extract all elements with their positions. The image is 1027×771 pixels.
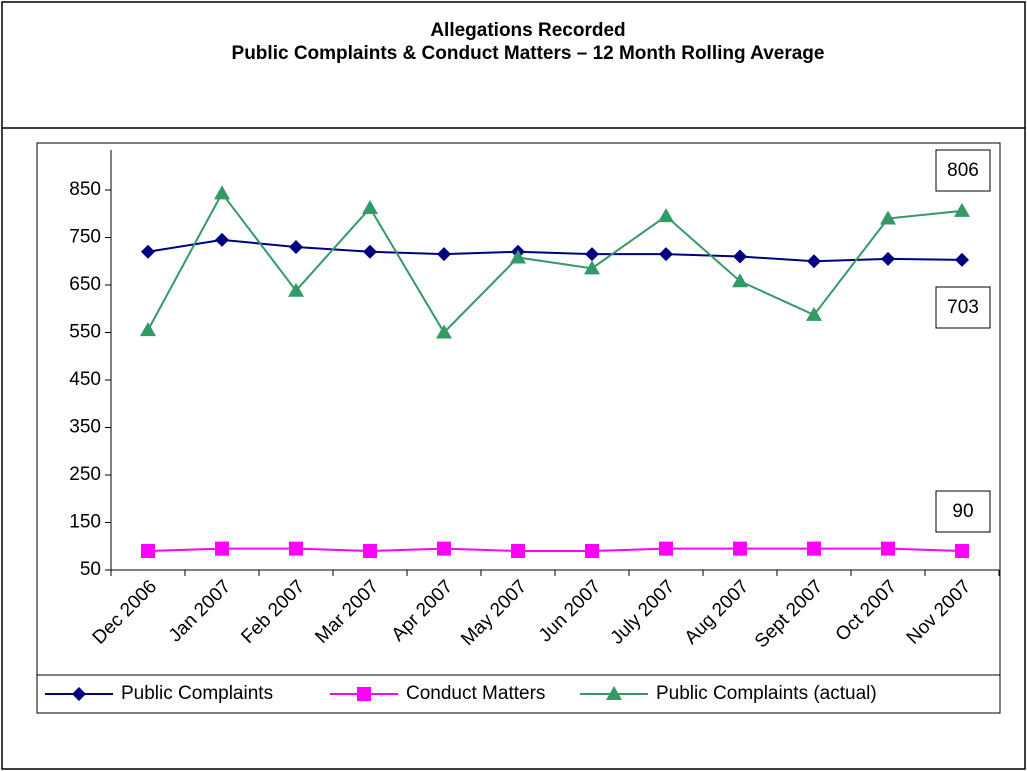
marker-diamond	[585, 247, 599, 262]
marker-square	[141, 544, 155, 558]
marker-diamond	[363, 244, 377, 259]
marker-triangle	[606, 686, 622, 700]
marker-diamond	[289, 240, 303, 254]
marker-diamond	[955, 252, 969, 267]
annotation-box	[935, 490, 991, 533]
chart-title: Allegations Recorded	[430, 20, 625, 41]
legend-box	[36, 674, 1001, 714]
marker-square	[511, 544, 525, 558]
marker-triangle	[806, 306, 822, 321]
marker-square	[807, 541, 821, 556]
marker-diamond	[141, 244, 155, 259]
marker-triangle	[880, 210, 896, 225]
annotation: 703	[947, 297, 979, 318]
marker-triangle	[732, 273, 748, 288]
y-tick-label: 50	[80, 559, 101, 580]
chart-subtitle: Public Complaints & Conduct Matters – 12…	[232, 43, 825, 64]
y-tick-label: 550	[69, 322, 101, 343]
y-tick-label: 350	[69, 417, 101, 438]
y-tick-label: 750	[69, 227, 101, 248]
marker-diamond	[659, 247, 673, 262]
annotation: 806	[947, 160, 979, 181]
marker-diamond	[215, 232, 229, 247]
legend-label: Public Complaints	[121, 683, 273, 704]
marker-triangle	[954, 202, 970, 217]
legend-label: Conduct Matters	[406, 683, 545, 704]
marker-square	[363, 544, 377, 558]
marker-square	[289, 541, 303, 556]
marker-square	[733, 541, 747, 556]
annotation: 90	[952, 501, 973, 522]
marker-square	[881, 541, 895, 556]
marker-square	[215, 541, 229, 556]
y-tick-label: 150	[69, 512, 101, 533]
marker-triangle	[288, 282, 304, 297]
marker-diamond	[72, 687, 86, 701]
marker-triangle	[510, 249, 526, 264]
series-line	[147, 191, 963, 335]
legend-label: Public Complaints (actual)	[656, 683, 877, 704]
marker-triangle	[584, 260, 600, 275]
marker-diamond	[807, 254, 821, 269]
marker-triangle	[362, 200, 378, 215]
series-line	[147, 547, 963, 553]
marker-triangle	[436, 324, 452, 339]
marker-diamond	[881, 251, 895, 266]
marker-triangle	[658, 208, 674, 223]
y-tick-label: 450	[69, 369, 101, 390]
marker-diamond	[733, 249, 747, 264]
marker-triangle	[214, 185, 230, 200]
y-tick-label: 850	[69, 179, 101, 200]
marker-triangle	[140, 322, 156, 337]
marker-square	[659, 541, 673, 556]
marker-square	[357, 687, 371, 701]
annotation-box	[935, 286, 991, 329]
y-tick-label: 250	[69, 464, 101, 485]
series-line	[147, 238, 963, 263]
marker-square	[585, 544, 599, 558]
marker-square	[955, 544, 969, 558]
marker-diamond	[437, 247, 451, 262]
annotation-box	[935, 149, 991, 192]
y-tick-label: 650	[69, 274, 101, 295]
marker-square	[437, 541, 451, 556]
